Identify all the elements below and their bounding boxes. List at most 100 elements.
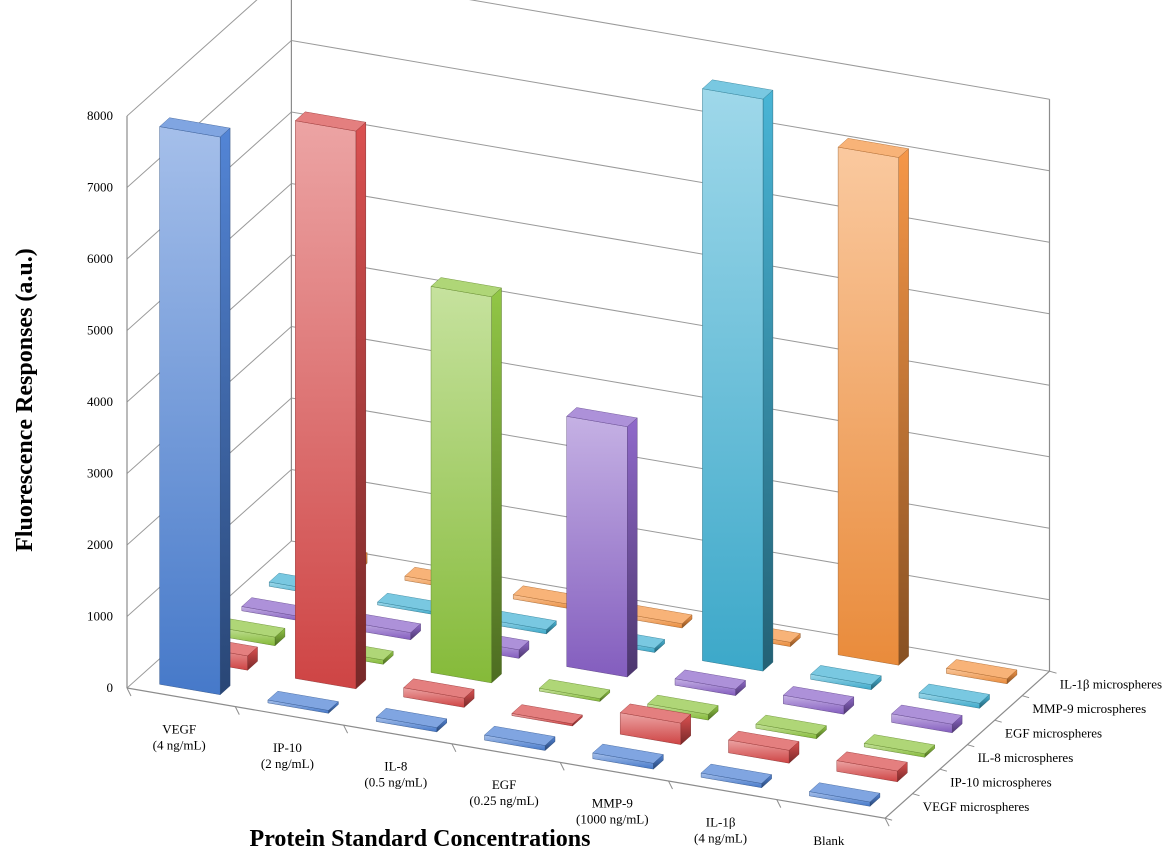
- bar-top-face: [810, 665, 882, 685]
- gridline: [126, 254, 1050, 403]
- x-category-label: IL-1β (4 ng/mL): [694, 814, 747, 845]
- bar: [891, 704, 963, 734]
- bar: [918, 683, 990, 709]
- bar: [511, 704, 583, 727]
- bar: [566, 407, 638, 678]
- bar-front-face: [702, 88, 764, 672]
- bar-top-face: [837, 138, 910, 158]
- depth-tick-mark: [1049, 670, 1057, 674]
- depth-series-label: IP-10 microspheres: [950, 775, 1051, 790]
- x-category-labels: VEGF (4 ng/mL) IP-10 (2 ng/mL) IL-8 (0.5 ng/m…: [153, 721, 845, 848]
- y-tick-label: 0: [107, 680, 114, 695]
- bar: [755, 714, 827, 740]
- bar-top-face: [375, 708, 448, 728]
- bar-top-face: [267, 690, 339, 711]
- bar: [836, 751, 908, 783]
- depth-series-label: IL-1β microspheres: [1060, 677, 1162, 692]
- bar-top-face: [918, 683, 990, 704]
- y-tick-label: 2000: [87, 537, 113, 552]
- bar-top-face: [647, 694, 719, 715]
- y-tick-label: 1000: [87, 609, 113, 624]
- x-tick-mark: [451, 743, 457, 753]
- bar-side-face: [219, 127, 231, 696]
- bar-top-face: [538, 679, 611, 699]
- y-tick-labels: 0 1000 2000 3000 4000 5000 6000 7000 8000: [87, 108, 113, 695]
- bar: [375, 708, 448, 733]
- bar: [700, 763, 773, 789]
- bar: [945, 659, 1018, 685]
- bar-top-face: [403, 678, 475, 699]
- depth-series-label: EGF microspheres: [1005, 726, 1102, 741]
- bar-top-face: [808, 782, 881, 803]
- depth-series-label: VEGF microspheres: [923, 799, 1030, 814]
- depth-tick-mark: [994, 719, 1002, 723]
- bar: [837, 138, 910, 666]
- x-tick-mark: [234, 706, 240, 715]
- bar: [294, 111, 367, 690]
- bar-top-face: [755, 714, 827, 735]
- bars: [159, 79, 1018, 807]
- bar-side-face: [355, 121, 366, 690]
- bar: [267, 690, 339, 714]
- bar-top-face: [782, 686, 855, 706]
- bar: [403, 678, 475, 708]
- depth-series-label: MMP-9 microspheres: [1032, 701, 1146, 716]
- bar-top-face: [619, 703, 692, 724]
- bar-front-face: [295, 120, 357, 690]
- x-category-label: IP-10 (2 ng/mL): [261, 740, 314, 771]
- bar-front-face: [837, 146, 899, 666]
- depth-tick-mark: [967, 744, 975, 748]
- gridline: [126, 182, 1050, 331]
- bar: [592, 743, 664, 770]
- bar: [728, 730, 800, 764]
- bar: [808, 782, 881, 807]
- bar: [701, 79, 774, 672]
- bar-top-face: [566, 407, 638, 427]
- depth-series-labels: VEGF microspheres IP-10 microspheres IL-8 …: [923, 677, 1162, 815]
- x-tick-mark: [559, 762, 565, 771]
- depth-series-label: IL-8 microspheres: [978, 750, 1074, 765]
- bar-top-face: [511, 704, 583, 725]
- depth-tick-mark: [939, 768, 948, 772]
- depth-tick-mark: [912, 793, 920, 797]
- y-tick-label: 7000: [87, 180, 113, 195]
- bar: [430, 277, 502, 684]
- x-category-label: Blank: [813, 833, 845, 848]
- bar: [538, 679, 611, 702]
- x-tick-mark: [884, 817, 890, 827]
- x-category-label: IL-8 (0.5 ng/mL): [364, 759, 427, 790]
- bar-side-face: [627, 417, 638, 678]
- x-tick-mark: [126, 687, 132, 697]
- bar-side-face: [491, 287, 502, 684]
- x-tick-mark: [343, 724, 349, 734]
- bar-top-face: [430, 277, 502, 298]
- y-tick-label: 5000: [87, 323, 113, 338]
- x-tick-mark: [668, 780, 673, 790]
- bar-top-face: [701, 79, 774, 100]
- bar: [782, 686, 855, 715]
- bar-top-face: [945, 659, 1018, 680]
- x-category-label: MMP-9 (1000 ng/mL): [576, 796, 649, 827]
- bar-side-face: [762, 89, 774, 672]
- bar: [619, 703, 692, 746]
- gridline: [126, 0, 1050, 117]
- x-tick-mark: [776, 799, 782, 808]
- gridline: [126, 39, 1050, 188]
- bar: [484, 725, 556, 751]
- bar-front-face: [566, 416, 628, 678]
- gridline: [126, 111, 1050, 260]
- bar-top-face: [836, 751, 908, 772]
- bar: [863, 734, 936, 758]
- bar-top-face: [700, 763, 773, 784]
- bar-top-face: [728, 730, 800, 751]
- depth-tick-mark: [884, 817, 893, 821]
- y-tick-label: 4000: [87, 394, 113, 409]
- bar-top-face: [159, 117, 231, 138]
- bar: [810, 665, 882, 691]
- y-tick-label: 3000: [87, 466, 113, 481]
- y-tick-label: 6000: [87, 251, 113, 266]
- bar-top-face: [674, 669, 746, 690]
- bar: [674, 669, 746, 697]
